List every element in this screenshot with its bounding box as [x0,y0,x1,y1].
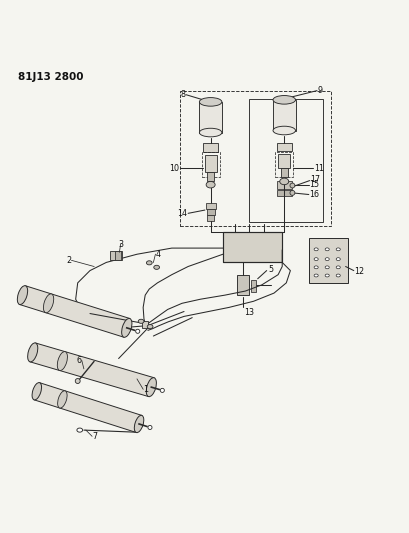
Ellipse shape [200,128,222,137]
Bar [202,152,220,177]
Bar [142,321,148,328]
Bar [277,181,292,189]
Bar [180,91,331,225]
Ellipse shape [336,266,340,269]
Ellipse shape [314,258,318,261]
Bar [207,172,214,181]
Text: 6: 6 [77,356,82,365]
Text: 8: 8 [180,90,185,99]
Ellipse shape [325,248,329,251]
Ellipse shape [146,378,156,397]
Text: 3: 3 [118,239,123,248]
Bar [237,276,249,295]
Text: 81J13 2800: 81J13 2800 [18,72,84,82]
Bar [200,102,222,133]
Bar [207,215,214,221]
Ellipse shape [28,343,38,362]
Ellipse shape [314,274,318,277]
Ellipse shape [290,183,295,188]
Text: 14: 14 [178,209,187,218]
Text: 4: 4 [155,250,160,259]
Ellipse shape [336,274,340,277]
Text: 5: 5 [268,265,273,274]
Ellipse shape [160,389,164,392]
Bar [277,190,292,196]
Bar [275,152,293,177]
Bar [223,232,282,262]
Ellipse shape [17,286,28,304]
Ellipse shape [136,329,140,333]
Ellipse shape [325,266,329,269]
Text: 17: 17 [310,175,321,184]
Ellipse shape [134,415,144,433]
Ellipse shape [75,378,80,383]
Bar [278,154,290,168]
Bar [309,238,348,283]
Bar [251,280,256,292]
Ellipse shape [273,95,295,104]
Ellipse shape [273,126,295,135]
Ellipse shape [148,425,152,430]
Ellipse shape [154,265,160,269]
Ellipse shape [121,318,132,337]
Polygon shape [20,286,130,337]
Ellipse shape [325,274,329,277]
Ellipse shape [200,98,222,106]
Ellipse shape [77,428,83,432]
Text: 15: 15 [310,180,320,189]
Ellipse shape [336,248,340,251]
Ellipse shape [58,391,67,408]
Ellipse shape [146,261,152,265]
Text: 7: 7 [92,432,97,441]
Bar [273,100,295,131]
Ellipse shape [325,258,329,261]
Text: 12: 12 [355,267,365,276]
Ellipse shape [138,319,144,324]
Ellipse shape [314,248,318,251]
Text: 13: 13 [244,308,254,317]
Bar [203,143,218,152]
Text: 16: 16 [310,190,319,199]
Polygon shape [34,383,142,433]
Ellipse shape [206,181,215,188]
Bar [115,252,121,260]
Ellipse shape [280,178,289,185]
Text: 9: 9 [318,86,323,95]
Ellipse shape [43,294,54,313]
Ellipse shape [314,266,318,269]
Ellipse shape [147,325,153,329]
Polygon shape [30,343,154,397]
Ellipse shape [290,190,295,195]
Text: 10: 10 [169,164,179,173]
Ellipse shape [336,258,340,261]
Bar [281,168,288,177]
Bar [207,209,215,215]
Bar [249,99,323,222]
Bar [110,252,122,260]
Ellipse shape [57,352,67,370]
Text: 2: 2 [66,256,72,265]
Text: 11: 11 [314,164,324,173]
Text: 1: 1 [143,385,148,394]
Bar [204,155,217,172]
Bar [277,143,292,151]
Ellipse shape [32,383,42,400]
Bar [206,203,216,209]
